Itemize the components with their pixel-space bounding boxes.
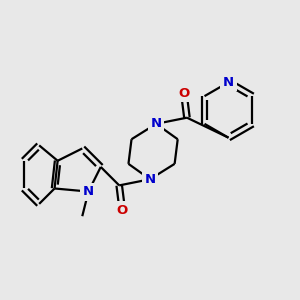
Text: N: N: [151, 117, 162, 130]
Text: O: O: [178, 86, 190, 100]
Text: N: N: [83, 185, 94, 198]
Text: N: N: [144, 173, 156, 186]
Text: O: O: [117, 203, 128, 217]
Text: N: N: [223, 76, 234, 89]
